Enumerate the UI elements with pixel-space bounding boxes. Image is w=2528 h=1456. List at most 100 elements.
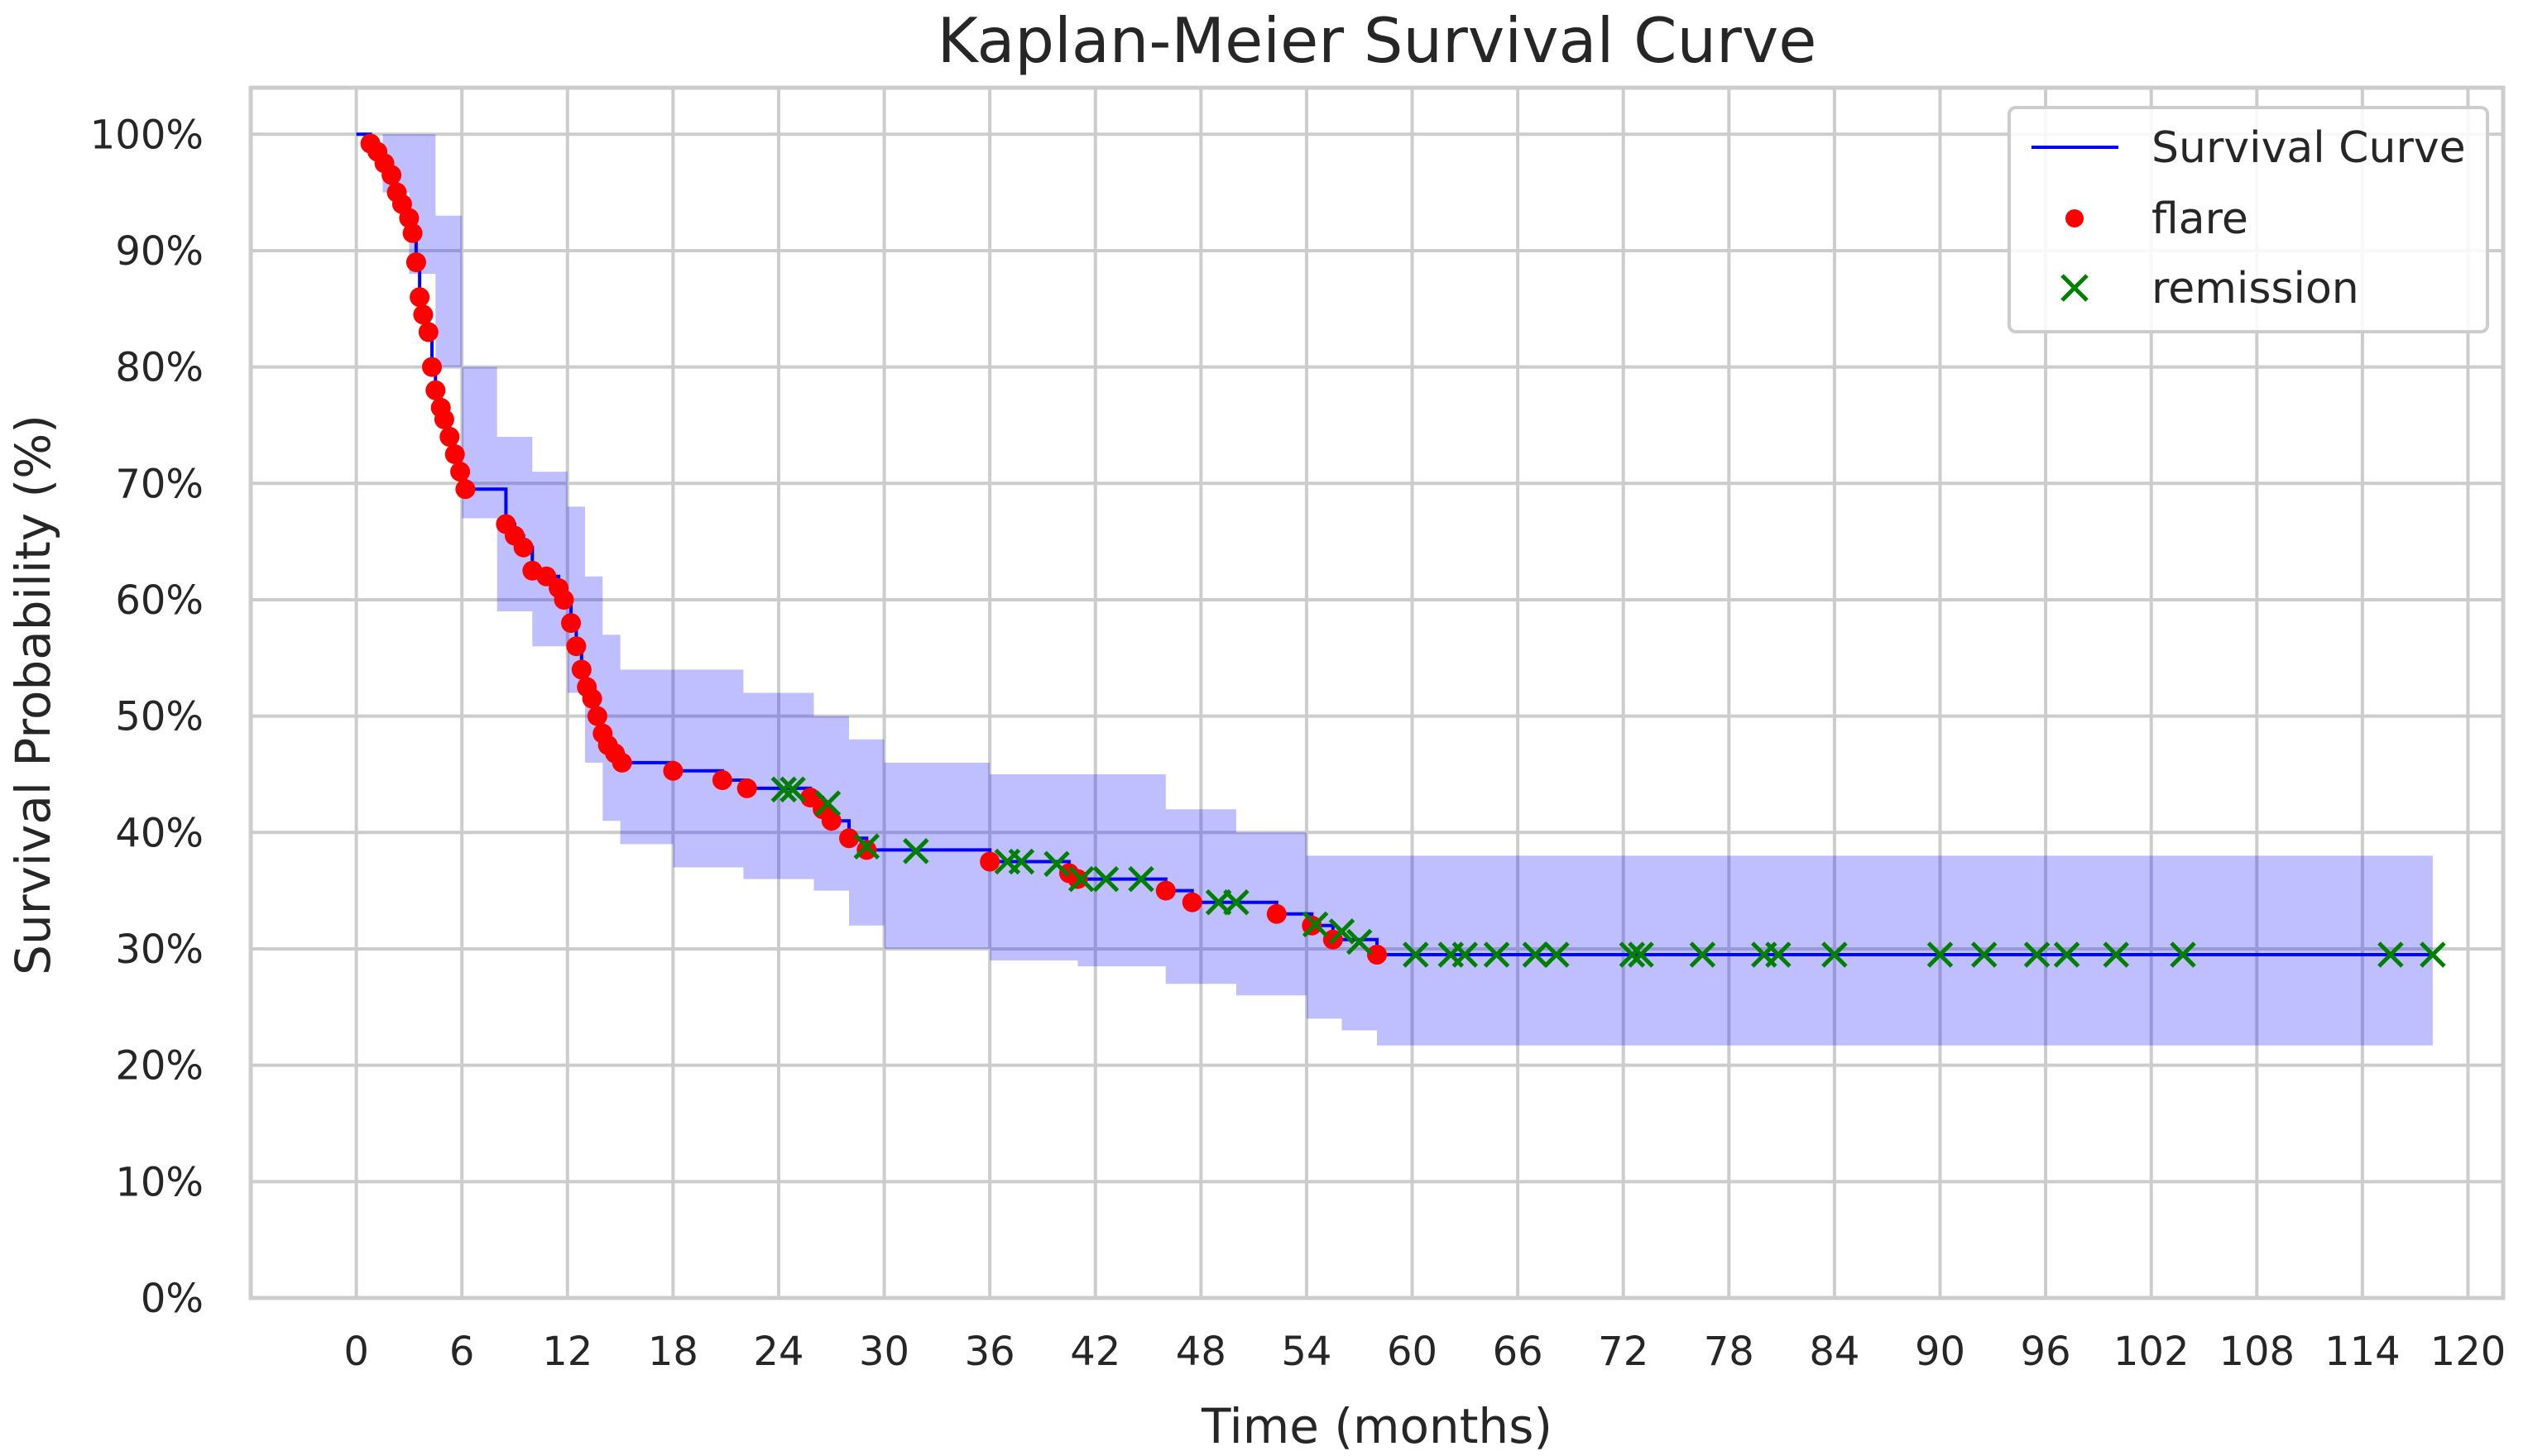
flare-point	[450, 462, 471, 482]
legend-box	[2008, 106, 2489, 333]
x-tick-label: 54	[1281, 1329, 1331, 1375]
x-tick-label: 114	[2324, 1329, 2401, 1375]
flare-point	[413, 304, 434, 325]
flare-point	[566, 636, 587, 657]
remission-point	[1619, 941, 1646, 968]
x-tick-label: 42	[1070, 1329, 1120, 1375]
y-tick-label: 70%	[115, 461, 204, 507]
legend: Survival Curve flare remission	[2008, 106, 2489, 333]
remission-point	[903, 838, 929, 864]
y-tick-label: 60%	[115, 577, 204, 624]
flare-point	[839, 828, 859, 849]
flare-point	[1067, 869, 1088, 889]
x-tick-label: 78	[1704, 1329, 1754, 1375]
remission-point	[1689, 941, 1716, 968]
flare-point	[444, 444, 465, 465]
remission-point	[1403, 941, 1429, 968]
flare-point	[663, 760, 684, 781]
flare-point	[1266, 903, 1287, 924]
remission-point	[1328, 918, 1355, 945]
x-tick-label: 6	[449, 1329, 475, 1375]
legend-remission-swatch	[2060, 274, 2089, 302]
remission-point	[1926, 941, 1954, 968]
x-tick-label: 66	[1493, 1329, 1543, 1375]
flare-point	[980, 851, 1000, 872]
flare-point	[399, 208, 420, 228]
remission-point	[1346, 928, 1373, 956]
y-axis-label: Survival Probability (%)	[5, 414, 61, 975]
remission-point	[1543, 941, 1570, 968]
x-tick-label: 36	[965, 1329, 1015, 1375]
x-tick-label: 60	[1387, 1329, 1437, 1375]
flare-point	[1155, 880, 1176, 901]
x-tick-label: 48	[1176, 1329, 1226, 1375]
flare-point	[712, 770, 732, 790]
flare-point	[612, 752, 632, 773]
y-tick-label: 90%	[115, 228, 204, 275]
remission-point	[2420, 941, 2446, 968]
remission-point	[770, 776, 798, 803]
y-tick-label: 40%	[115, 810, 204, 856]
flare-point	[381, 165, 402, 185]
legend-flare-swatch	[2065, 209, 2084, 228]
x-tick-label: 108	[2219, 1329, 2295, 1375]
remission-point	[814, 790, 842, 817]
remission-point	[1223, 888, 1250, 916]
remission-markers	[770, 776, 2446, 968]
x-tick-label: 102	[2113, 1329, 2190, 1375]
flare-point	[425, 380, 446, 400]
remission-point	[780, 776, 806, 803]
flare-point	[434, 409, 454, 429]
y-tick-label: 100%	[90, 112, 204, 158]
remission-point	[1522, 941, 1549, 968]
remission-point	[1765, 941, 1792, 968]
x-tick-label: 0	[343, 1329, 369, 1375]
plot-frame	[248, 85, 2506, 1300]
y-tick-label: 80%	[115, 345, 204, 391]
confidence-band	[356, 134, 2433, 1046]
x-axis-ticks: 0 6 12 18 24 30 36 42 48 54 60 66 72 78 84 90 96 102 108 11…	[343, 1329, 2506, 1375]
x-tick-label: 120	[2430, 1329, 2506, 1375]
legend-survival-label: Survival Curve	[2151, 123, 2466, 173]
y-tick-label: 0%	[141, 1276, 204, 1322]
x-axis-label: Time (months)	[1201, 1398, 1552, 1454]
x-tick-label: 96	[2021, 1329, 2071, 1375]
flare-point	[455, 479, 476, 500]
remission-point	[2023, 941, 2051, 968]
x-tick-label: 90	[1915, 1329, 1965, 1375]
remission-point	[1128, 865, 1154, 893]
flare-point	[587, 706, 607, 726]
y-tick-label: 20%	[115, 1043, 204, 1090]
flare-point	[582, 688, 602, 709]
x-tick-label: 84	[1809, 1329, 1859, 1375]
flare-point	[1367, 945, 1387, 965]
flare-point	[821, 811, 842, 831]
x-tick-label: 72	[1598, 1329, 1648, 1375]
flare-point	[402, 223, 423, 243]
remission-point	[1067, 865, 1095, 893]
x-tick-label: 24	[753, 1329, 803, 1375]
flare-point	[571, 659, 592, 680]
flare-point	[422, 357, 442, 377]
y-tick-label: 30%	[115, 927, 204, 973]
legend-remission-label: remission	[2151, 264, 2359, 314]
remission-point	[1628, 941, 1654, 968]
chart-title: Kaplan-Meier Survival Curve	[938, 4, 1817, 77]
flare-point	[513, 537, 534, 558]
remission-point	[1483, 941, 1510, 968]
confidence-band-layer	[356, 134, 2433, 1046]
remission-point	[1821, 941, 1848, 968]
flare-point	[856, 840, 877, 860]
legend-flare-label: flare	[2151, 194, 2248, 244]
y-axis-ticks: 0% 10% 20% 30% 40% 50% 60% 70% 80% 90% 100%	[90, 112, 204, 1322]
remission-point	[1970, 941, 1998, 968]
flare-point	[800, 788, 821, 808]
flare-point	[405, 252, 426, 272]
remission-point	[2103, 941, 2129, 968]
flare-point	[439, 427, 460, 447]
remission-point	[2377, 941, 2404, 968]
flare-point	[561, 613, 581, 634]
remission-point	[1451, 941, 1479, 968]
flare-point	[410, 287, 430, 308]
